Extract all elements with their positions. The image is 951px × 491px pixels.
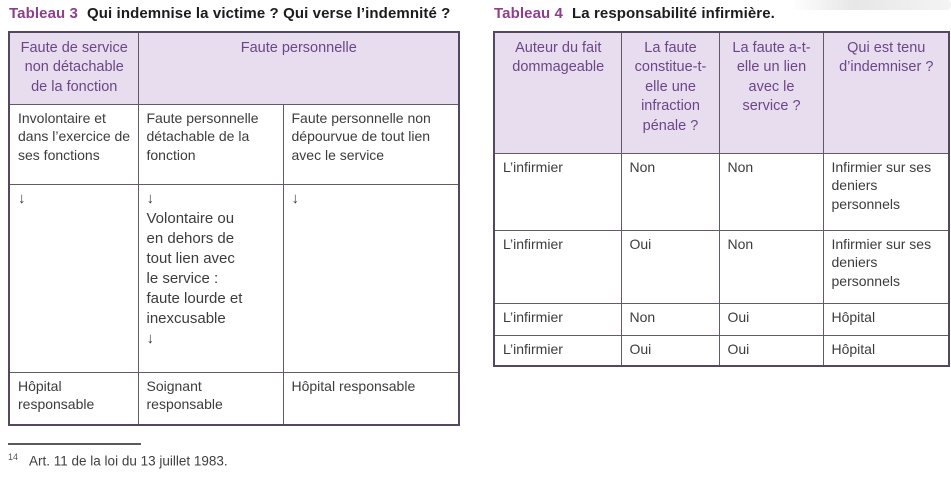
tableau4-table: Auteur du fait dommageable La faute cons…: [493, 31, 950, 367]
table-row: L’infirmier Oui Oui Hôpital: [493, 334, 950, 367]
tableau4-caption: La responsabilité infirmière.: [571, 5, 775, 22]
table-cell-arrow: ↓ Volontaire ou en dehors de tout lien a…: [137, 183, 284, 373]
tableau4-title: Tableau 4 La responsabilité infirmière.: [494, 5, 948, 22]
table-cell: Soignant responsable: [137, 371, 284, 426]
footnote-marker: 14: [8, 452, 19, 462]
table-row: Involontaire et dans l’exercice de ses f…: [8, 103, 460, 185]
table-row: Hôpital responsable Soignant responsable…: [8, 371, 460, 426]
table-cell: Hôpital responsable: [282, 371, 460, 426]
tableau3-title: Tableau 3 Qui indemnise la victime ? Qui …: [9, 5, 458, 22]
table-cell: Infirmier sur ses deniers personnels: [822, 229, 950, 304]
tableau3-section: Tableau 3 Qui indemnise la victime ? Qui …: [8, 5, 461, 426]
table-cell: Involontaire et dans l’exercice de ses f…: [8, 103, 139, 185]
table-cell: L’infirmier: [493, 152, 622, 231]
header-cell: Qui est tenu d’indemniser ?: [822, 31, 950, 154]
footnote-body: Art. 11 de la loi du 13 juillet 1983.: [29, 453, 228, 469]
tableau3-table: Faute de service non détachable de la fo…: [8, 31, 461, 426]
tableau3-caption: Qui indemnise la victime ? Qui verse l’i…: [86, 5, 451, 22]
table-cell: Infirmier sur ses deniers personnels: [822, 152, 950, 231]
tableau4-label: Tableau 4: [494, 5, 563, 22]
table-cell: Oui: [620, 229, 720, 304]
header-cell: Auteur du fait dommageable: [493, 31, 622, 154]
table-cell-arrow: ↓: [8, 183, 139, 373]
table-cell: Hôpital responsable: [8, 371, 139, 426]
table-cell: Faute personnelle détachable de la fonct…: [137, 103, 284, 185]
tableau3-label: Tableau 3: [9, 5, 78, 22]
table-row: L’infirmier Non Oui Hôpital: [493, 302, 950, 336]
tableau4-section: Tableau 4 La responsabilité infirmière. A…: [493, 5, 950, 367]
scan-artifact: [790, 0, 951, 10]
table-cell: Hôpital: [822, 334, 950, 367]
table-cell: Non: [718, 229, 824, 304]
footnote: 14 Art. 11 de la loi du 13 juillet 1983.: [8, 443, 448, 469]
header-cell: Faute personnelle: [137, 31, 460, 105]
table-cell: Faute personnelle non dépourvue de tout …: [282, 103, 460, 185]
table-cell: Oui: [620, 334, 720, 367]
table-header-row: Faute de service non détachable de la fo…: [8, 31, 460, 105]
table-cell: Hôpital: [822, 302, 950, 336]
table-cell: Non: [620, 152, 720, 231]
table-cell: Oui: [718, 334, 824, 367]
table-cell: L’infirmier: [493, 229, 622, 304]
table-row: L’infirmier Oui Non Infirmier sur ses de…: [493, 229, 950, 304]
table-cell-arrow: ↓: [282, 183, 460, 373]
table-cell: Non: [620, 302, 720, 336]
table-cell: Non: [718, 152, 824, 231]
table-cell: Oui: [718, 302, 824, 336]
footnote-text: 14 Art. 11 de la loi du 13 juillet 1983.: [8, 452, 448, 469]
header-cell: La faute a-t-elle un lien avec le servic…: [718, 31, 824, 154]
table-header-row: Auteur du fait dommageable La faute cons…: [493, 31, 950, 154]
footnote-divider: [8, 443, 141, 445]
table-row: L’infirmier Non Non Infirmier sur ses de…: [493, 152, 950, 231]
table-cell: L’infirmier: [493, 334, 622, 367]
table-cell: L’infirmier: [493, 302, 622, 336]
table-row: ↓ ↓ Volontaire ou en dehors de tout lien…: [8, 183, 460, 373]
header-cell: Faute de service non détachable de la fo…: [8, 31, 139, 105]
header-cell: La faute constitue-t-elle une infraction…: [620, 31, 720, 154]
